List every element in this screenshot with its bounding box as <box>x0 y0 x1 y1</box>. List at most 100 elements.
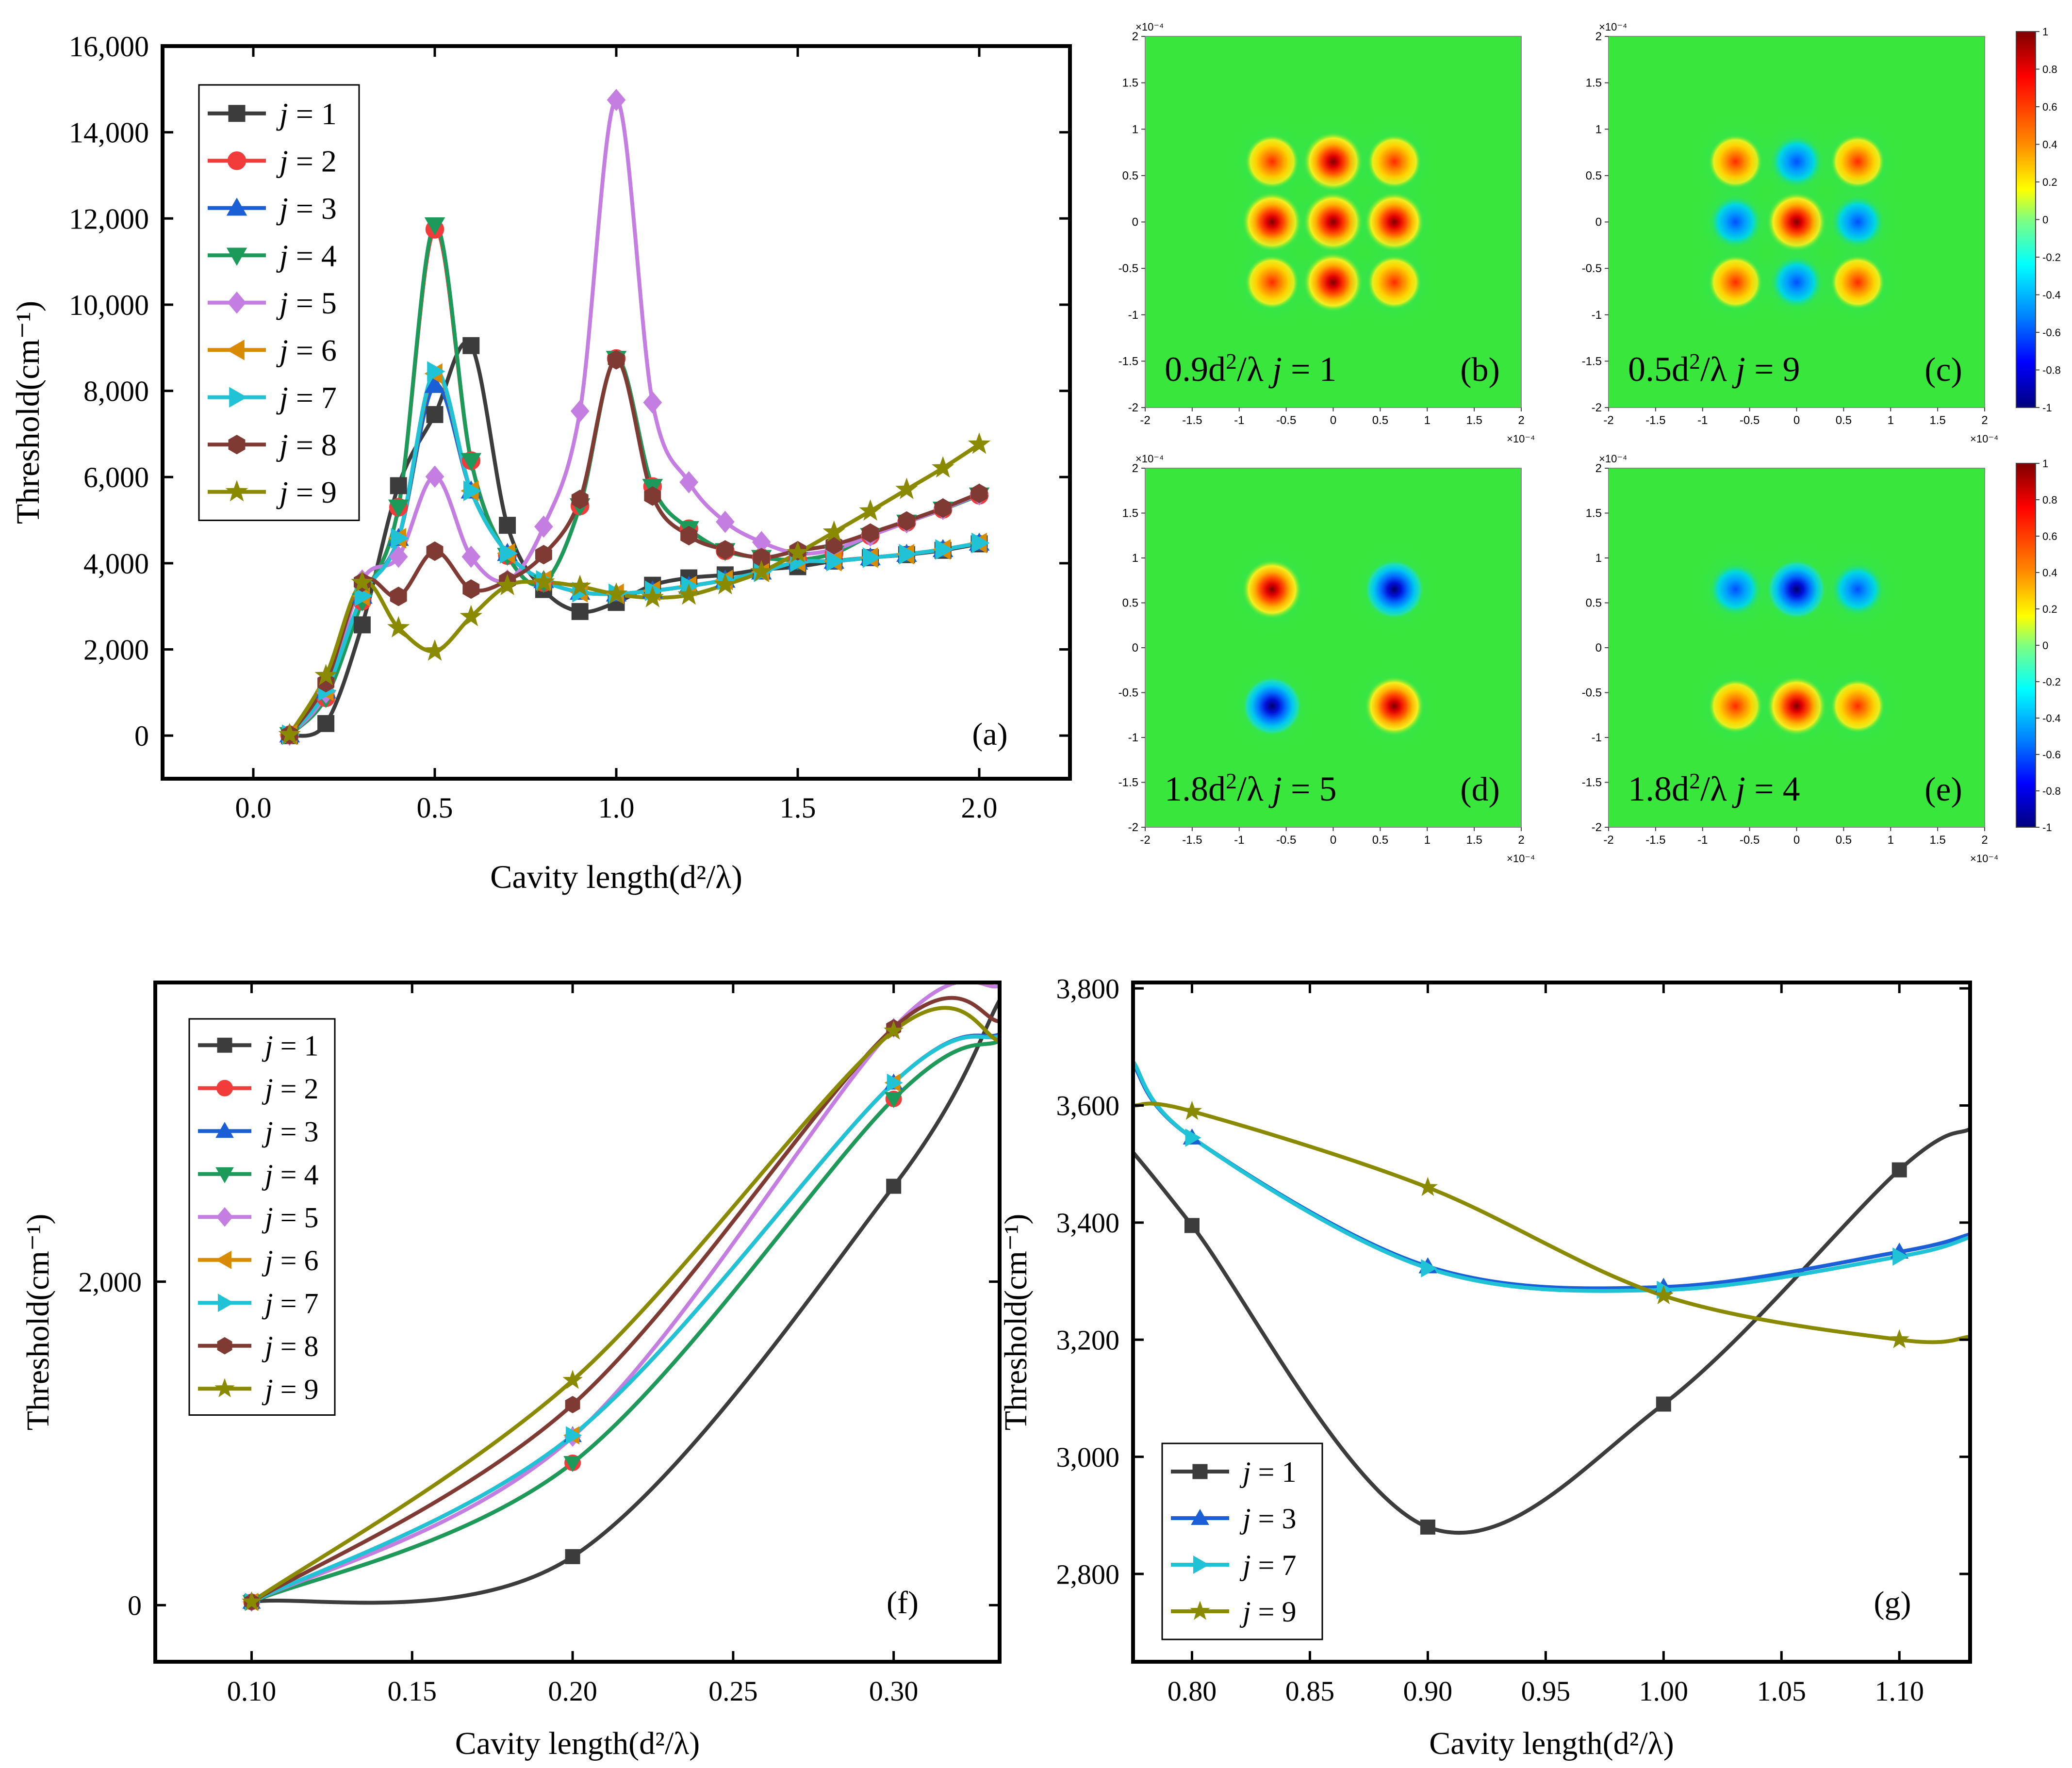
field-spot-3 <box>1708 195 1763 249</box>
x-tick-label: 0.10 <box>227 1675 277 1707</box>
series-line-f-j2 <box>249 1039 1000 1604</box>
legend-label-j9: j = 9 <box>1239 1596 1297 1628</box>
data-point-f-j9-0 <box>241 1591 262 1611</box>
field-x-tick-label: -1 <box>1697 414 1708 427</box>
legend-label-j3: j = 3 <box>262 1115 319 1147</box>
colorbar-tick-label: -0.6 <box>2042 749 2061 761</box>
data-point-a-j1-2 <box>353 616 371 634</box>
field-spot-1 <box>1364 559 1425 620</box>
legend-label-j7: j = 7 <box>276 380 337 415</box>
data-point-a-j4-5 <box>460 453 482 471</box>
field-x-tick-label: -2 <box>1603 414 1613 427</box>
legend-label-j3: j = 3 <box>1239 1503 1297 1535</box>
data-point-a-j8-3 <box>390 587 407 606</box>
field-y-tick-label: -0.5 <box>1582 262 1602 275</box>
legend-label-j1: j = 1 <box>1239 1456 1297 1488</box>
field-y-tick-label: 2 <box>1132 462 1138 475</box>
data-point-f-j8-1 <box>565 1396 580 1413</box>
x-tick-label: 0.95 <box>1521 1675 1571 1707</box>
field-y-tick-label: 1 <box>1595 123 1602 136</box>
data-point-a-j8-15 <box>825 535 843 555</box>
field-spot-2 <box>1830 562 1885 617</box>
field-x-tick-label: -2 <box>1140 834 1150 847</box>
data-point-g-j7-4 <box>1892 1247 1909 1266</box>
field-spot-3 <box>1708 679 1763 734</box>
field-spot-5 <box>1364 192 1425 252</box>
field-x-tick-label: 1 <box>1888 414 1894 427</box>
data-point-a-j4-3 <box>388 499 409 518</box>
field-x-tick-label: -0.5 <box>1276 834 1296 847</box>
y-tick-label: 10,000 <box>69 289 149 321</box>
colorbar-tick-label: 0.6 <box>2042 530 2057 542</box>
field-x-tick-label: 1.5 <box>1466 834 1482 847</box>
data-point-a-j5-10 <box>643 391 662 414</box>
data-point-a-j9-12 <box>714 573 737 595</box>
legend-label-j6: j = 6 <box>276 333 337 368</box>
field-spot-7 <box>1769 255 1824 310</box>
field-y-tick-label: -1 <box>1592 731 1602 744</box>
legend-label-j5: j = 5 <box>276 286 337 320</box>
legend-marker-j9 <box>214 1378 235 1397</box>
series-line-g-j1 <box>1133 1127 1970 1535</box>
y-tick-label: 0 <box>128 1590 142 1621</box>
colorbar-tick-label: 0.2 <box>2042 603 2057 615</box>
data-point-g-j9-2 <box>1417 1177 1438 1196</box>
data-point-a-j8-12 <box>716 540 734 560</box>
data-point-a-j5-5 <box>461 545 481 568</box>
legend-label-j6: j = 6 <box>262 1244 319 1277</box>
data-point-a-j8-8 <box>571 490 589 509</box>
field-x-tick-label: -0.5 <box>1740 834 1760 847</box>
legend-marker-j6 <box>215 1250 231 1269</box>
field-x-tick-label: -0.5 <box>1276 414 1296 427</box>
y-tick-label: 3,000 <box>1056 1441 1120 1473</box>
panel-label: (c) <box>1924 351 1962 389</box>
data-point-a-j1-4 <box>426 406 444 423</box>
data-point-g-j7-2 <box>1421 1259 1437 1277</box>
field-spot-5 <box>1830 195 1885 249</box>
data-point-a-j1-3 <box>390 477 407 494</box>
field-y-tick-label: 1.5 <box>1586 77 1602 90</box>
field-spot-4 <box>1766 676 1827 737</box>
field-y-tick-label: 0 <box>1595 216 1602 229</box>
x-tick-label: 0.90 <box>1403 1675 1453 1707</box>
data-point-a-j9-5 <box>460 605 483 626</box>
data-point-a-j8-7 <box>535 544 552 565</box>
field-x-tick-label: -1.5 <box>1182 834 1202 847</box>
plot-frame <box>1131 981 1972 1664</box>
field-spot-2 <box>1830 134 1885 189</box>
y-tick-label: 2,000 <box>83 634 149 666</box>
field-y-tick-label: 2 <box>1595 462 1602 475</box>
x-tick-label: 0.80 <box>1168 1675 1217 1707</box>
y-tick-label: 2,000 <box>79 1266 142 1298</box>
y-axis-title: Threshold(cm⁻¹) <box>998 1214 1034 1431</box>
colorbar-tick-label: 0.8 <box>2042 494 2057 506</box>
legend-label-j9: j = 9 <box>276 475 337 509</box>
chart-f: 0.10 0.15 0.20 0.25 0.30 0 2,000 Cavity length(… <box>20 981 1002 1761</box>
y-tick-label: 0 <box>134 720 149 752</box>
field-y-tick-label: -1 <box>1128 309 1138 322</box>
y-tick-label: 16,000 <box>69 31 149 63</box>
field-x-tick-label: 1.5 <box>1466 414 1482 427</box>
colorbar-tick-label: -0.2 <box>2042 676 2061 688</box>
field-spot-8 <box>1830 255 1885 310</box>
data-point-a-j5-8 <box>570 400 590 423</box>
colorbar-1: 1 0.8 0.6 0.4 0.2 0 -0.2 -0.4 -0.6 -0.8 -1 <box>2016 458 2061 834</box>
y-tick-label: 3,200 <box>1056 1325 1120 1356</box>
data-point-a-j1-5 <box>462 337 480 354</box>
field-x-tick-label: -1 <box>1234 414 1244 427</box>
y-tick-label: 14,000 <box>69 117 149 149</box>
data-point-a-j9-8 <box>568 574 592 596</box>
field-x-tick-label: 0 <box>1330 834 1336 847</box>
field-x-tick-label: 1.5 <box>1929 414 1945 427</box>
field-spot-2 <box>1242 676 1302 737</box>
field-y-tick-label: 2 <box>1595 30 1602 43</box>
field-y-tick-label: -2 <box>1592 821 1602 834</box>
data-point-f-j4-2 <box>884 1092 903 1109</box>
legend-marker-j7 <box>229 387 247 408</box>
series-line-f-j1 <box>249 998 1000 1605</box>
field-y-tick-label: 1 <box>1132 552 1138 565</box>
legend-marker-j9 <box>1190 1601 1210 1620</box>
legend-label-j2: j = 2 <box>262 1073 319 1105</box>
data-point-g-j1-1 <box>1184 1218 1200 1233</box>
